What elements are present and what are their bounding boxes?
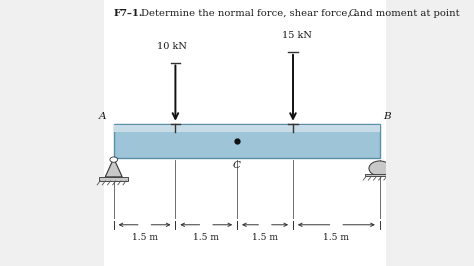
Polygon shape: [105, 158, 122, 177]
Circle shape: [369, 161, 391, 176]
Text: C: C: [349, 9, 356, 18]
Text: 10 kN: 10 kN: [156, 41, 186, 51]
Circle shape: [110, 157, 118, 162]
Bar: [114, 124, 380, 158]
Text: F7–1.: F7–1.: [114, 9, 143, 18]
Text: C: C: [233, 161, 241, 170]
Text: A: A: [99, 112, 107, 121]
Text: Determine the normal force, shear force, and moment at point: Determine the normal force, shear force,…: [141, 9, 463, 18]
Text: 1.5 m: 1.5 m: [252, 233, 278, 242]
Text: B: B: [383, 112, 391, 121]
Text: 1.5 m: 1.5 m: [193, 233, 219, 242]
Bar: [104, 0, 385, 266]
Text: 1.5 m: 1.5 m: [323, 233, 349, 242]
Bar: [365, 174, 394, 176]
Text: 15 kN: 15 kN: [282, 31, 312, 40]
Bar: [114, 124, 380, 132]
Text: 1.5 m: 1.5 m: [132, 233, 157, 242]
Bar: [99, 177, 128, 181]
Text: .: .: [353, 9, 356, 18]
